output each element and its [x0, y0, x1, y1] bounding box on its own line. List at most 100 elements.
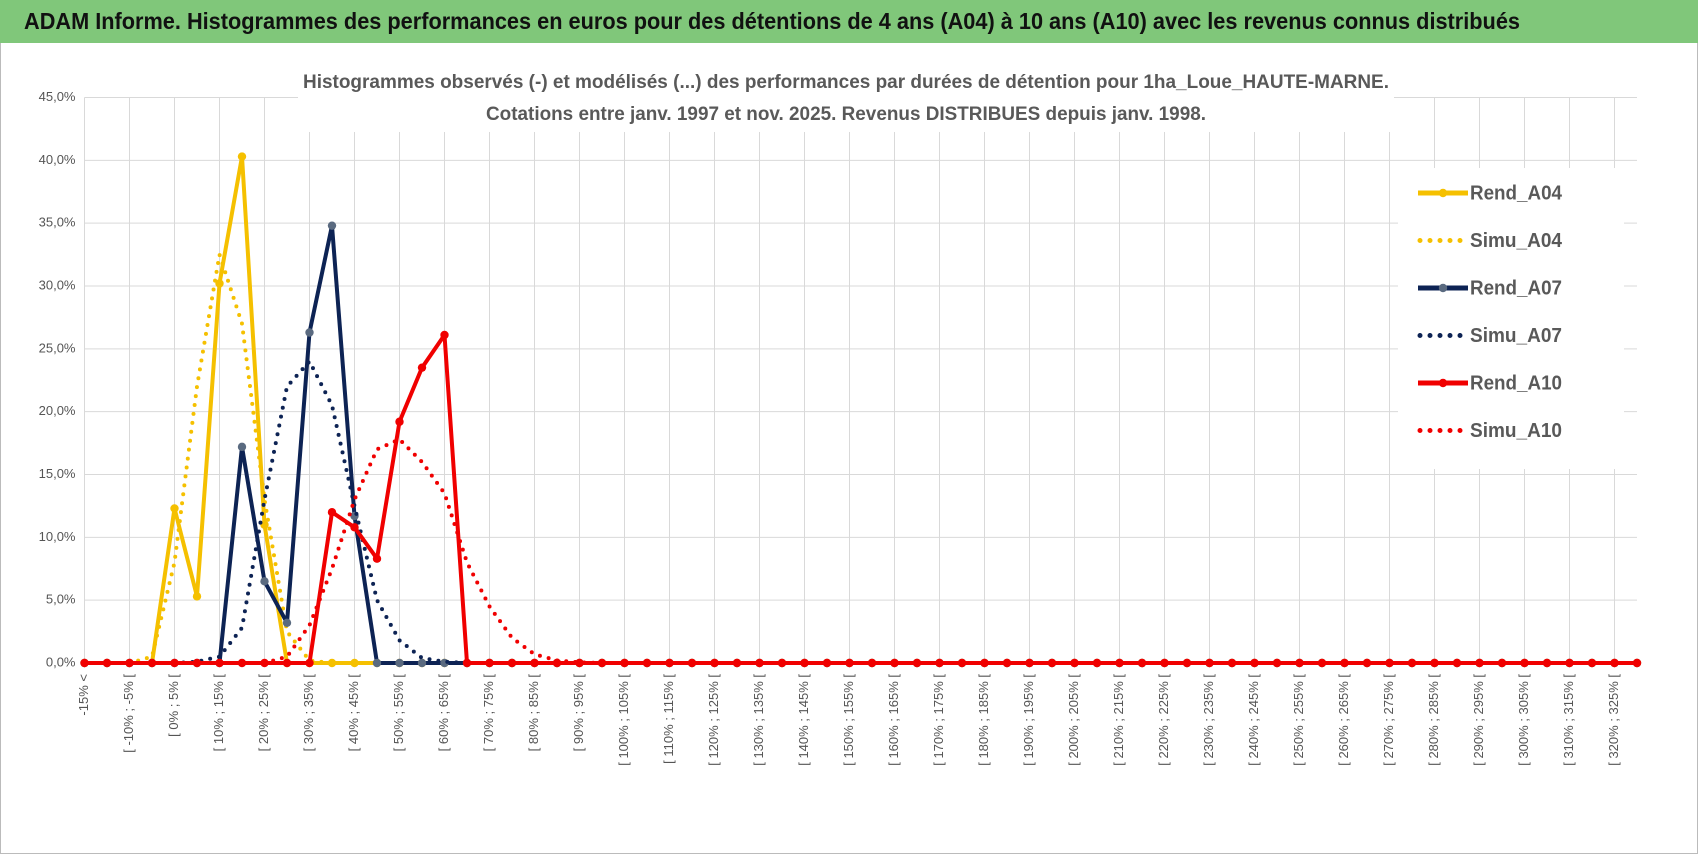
- series-marker: [305, 328, 314, 337]
- series-marker: [1610, 658, 1619, 668]
- x-tick-label: [ 30% ; 35% [: [301, 674, 316, 752]
- x-tick-label: [ 210% ; 215% [: [1111, 674, 1126, 766]
- series-marker: [192, 658, 202, 668]
- y-tick-label: 40,0%: [39, 152, 76, 167]
- series-marker: [395, 417, 404, 426]
- series-marker: [755, 658, 764, 668]
- x-tick-label: [ 270% ; 275% [: [1381, 674, 1396, 766]
- x-tick-label: [ 150% ; 155% [: [841, 674, 856, 766]
- x-tick-label: [ 80% ; 85% [: [526, 674, 541, 752]
- x-tick-label: [ -10% ; -5% [: [121, 674, 136, 753]
- legend-label: Simu_A07: [1470, 325, 1562, 347]
- series-marker: [350, 523, 359, 532]
- series-marker: [237, 442, 247, 452]
- series-marker: [372, 658, 382, 668]
- chart-subtitle: Cotations entre janv. 1997 et nov. 2025.…: [486, 104, 1206, 125]
- series-marker: [890, 658, 899, 668]
- series-marker: [260, 577, 269, 586]
- y-tick-label: 30,0%: [39, 277, 76, 292]
- series-marker: [1475, 658, 1484, 668]
- x-tick-label: [ 220% ; 225% [: [1156, 674, 1171, 766]
- x-tick-label: [ 100% ; 105% [: [616, 674, 631, 766]
- series-marker: [800, 658, 809, 668]
- x-tick-label: [ 90% ; 95% [: [571, 674, 586, 752]
- series-marker: [1340, 658, 1349, 668]
- x-tick-label: [ 200% ; 205% [: [1066, 674, 1081, 766]
- series-marker: [1115, 658, 1124, 668]
- y-tick-label: 20,0%: [39, 403, 76, 418]
- series-marker: [282, 658, 292, 668]
- x-tick-label: [ 290% ; 295% [: [1471, 674, 1486, 766]
- x-tick-label: [ 240% ; 245% [: [1246, 674, 1261, 766]
- header-title: ADAM Informe. Histogrammes des performan…: [24, 8, 1520, 34]
- legend-marker: [1438, 283, 1448, 293]
- x-tick-label: [ 50% ; 55% [: [391, 674, 406, 752]
- series-marker: [980, 658, 989, 668]
- series-marker: [665, 658, 674, 668]
- series-marker: [305, 658, 314, 668]
- series-marker: [350, 658, 359, 668]
- x-tick-label: [ 20% ; 25% [: [256, 674, 271, 752]
- series-marker: [282, 618, 292, 627]
- series-marker: [507, 658, 517, 668]
- series-marker: [327, 508, 337, 517]
- x-tick-label: [ 70% ; 75% [: [481, 674, 496, 752]
- x-tick-label: -15% <: [76, 674, 91, 716]
- series-marker: [440, 330, 449, 340]
- chart-title: Histogrammes observés (-) et modélisés (…: [303, 72, 1389, 93]
- legend-marker: [1438, 378, 1448, 388]
- x-tick-label: [ 130% ; 135% [: [751, 674, 766, 766]
- x-tick-label: [ 300% ; 305% [: [1516, 674, 1531, 766]
- series-marker: [485, 658, 494, 668]
- y-tick-label: 5,0%: [46, 592, 76, 607]
- x-tick-label: [ 260% ; 265% [: [1336, 674, 1351, 766]
- x-tick-label: [ 0% ; 5% [: [166, 674, 181, 737]
- title-bg: [298, 66, 1394, 132]
- x-tick-label: [ 110% ; 115% [: [661, 674, 676, 764]
- legend-label: Rend_A07: [1470, 277, 1562, 299]
- header-bar: [0, 0, 1698, 43]
- y-tick-label: 0,0%: [46, 654, 76, 669]
- series-marker: [102, 658, 112, 668]
- x-tick-label: [ 120% ; 125% [: [706, 674, 721, 766]
- series-marker: [575, 658, 584, 668]
- series-marker: [237, 658, 247, 668]
- x-tick-label: [ 170% ; 175% [: [931, 674, 946, 766]
- series-marker: [1205, 658, 1214, 668]
- x-tick-label: [ 140% ; 145% [: [796, 674, 811, 766]
- series-marker: [1520, 658, 1529, 668]
- x-tick-label: [ 40% ; 45% [: [346, 674, 361, 752]
- x-tick-label: [ 250% ; 255% [: [1291, 674, 1306, 766]
- series-marker: [1070, 658, 1079, 668]
- series-marker: [710, 658, 719, 668]
- series-marker: [1430, 658, 1439, 668]
- legend-marker: [1438, 188, 1448, 198]
- series-marker: [327, 221, 337, 230]
- series-marker: [215, 279, 224, 288]
- x-tick-label: [ 190% ; 195% [: [1021, 674, 1036, 766]
- legend-label: Simu_A04: [1470, 230, 1563, 252]
- series-line: [84, 333, 1637, 665]
- series-marker: [417, 363, 427, 372]
- series-marker: [462, 658, 472, 668]
- series-marker: [620, 658, 629, 668]
- series-marker: [192, 592, 202, 601]
- series-marker: [417, 658, 427, 668]
- legend-bg: [1398, 168, 1624, 469]
- series-marker: [1025, 658, 1034, 668]
- x-tick-label: [ 310% ; 315% [: [1561, 674, 1576, 766]
- legend-label: Rend_A04: [1470, 182, 1563, 204]
- y-tick-label: 15,0%: [39, 466, 76, 481]
- series-marker: [1565, 658, 1574, 668]
- series-marker: [530, 658, 539, 668]
- series-marker: [147, 658, 157, 668]
- series-marker: [1160, 658, 1169, 668]
- y-tick-label: 10,0%: [39, 529, 76, 544]
- x-tick-label: [ 60% ; 65% [: [436, 674, 451, 752]
- series-marker: [170, 504, 179, 513]
- series-marker: [1295, 658, 1304, 668]
- legend-label: Rend_A10: [1470, 372, 1562, 394]
- x-tick-label: [ 320% ; 325% [: [1606, 674, 1621, 766]
- x-tick-label: [ 160% ; 165% [: [886, 674, 901, 766]
